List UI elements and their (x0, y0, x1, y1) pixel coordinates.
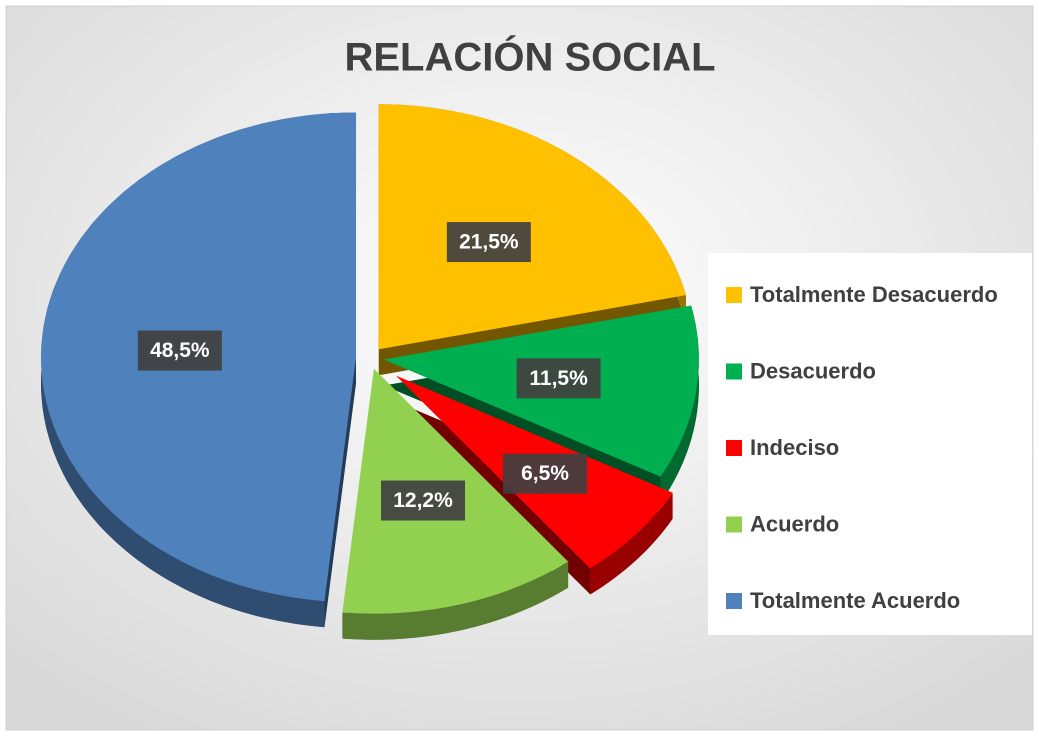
legend-label: Indeciso (750, 435, 839, 460)
legend-marker (726, 593, 742, 609)
data-label: 11,5% (529, 367, 588, 390)
data-label: 48,5% (150, 339, 210, 362)
legend-label: Totalmente Acuerdo (750, 588, 960, 613)
data-label: 21,5% (459, 231, 519, 254)
data-label-box (516, 358, 601, 399)
slice-side (342, 561, 569, 640)
data-label: 6,5% (521, 462, 569, 485)
legend-box (708, 253, 1032, 635)
legend-marker (726, 516, 742, 533)
data-label-box (381, 480, 466, 521)
legend-marker (726, 287, 742, 303)
legend-label: Acuerdo (750, 511, 839, 536)
slice (378, 104, 686, 350)
data-label-box (503, 453, 588, 494)
data-label-box (137, 330, 222, 371)
legend-marker (726, 363, 742, 380)
legend-label: Totalmente Desacuerdo (750, 282, 998, 307)
slice-side (590, 492, 673, 595)
chart-title: RELACIÓN SOCIAL (344, 34, 715, 80)
legend-marker (726, 440, 742, 456)
data-label-box (446, 222, 531, 263)
legend-label: Desacuerdo (750, 358, 876, 383)
data-label: 12,2% (393, 489, 453, 512)
